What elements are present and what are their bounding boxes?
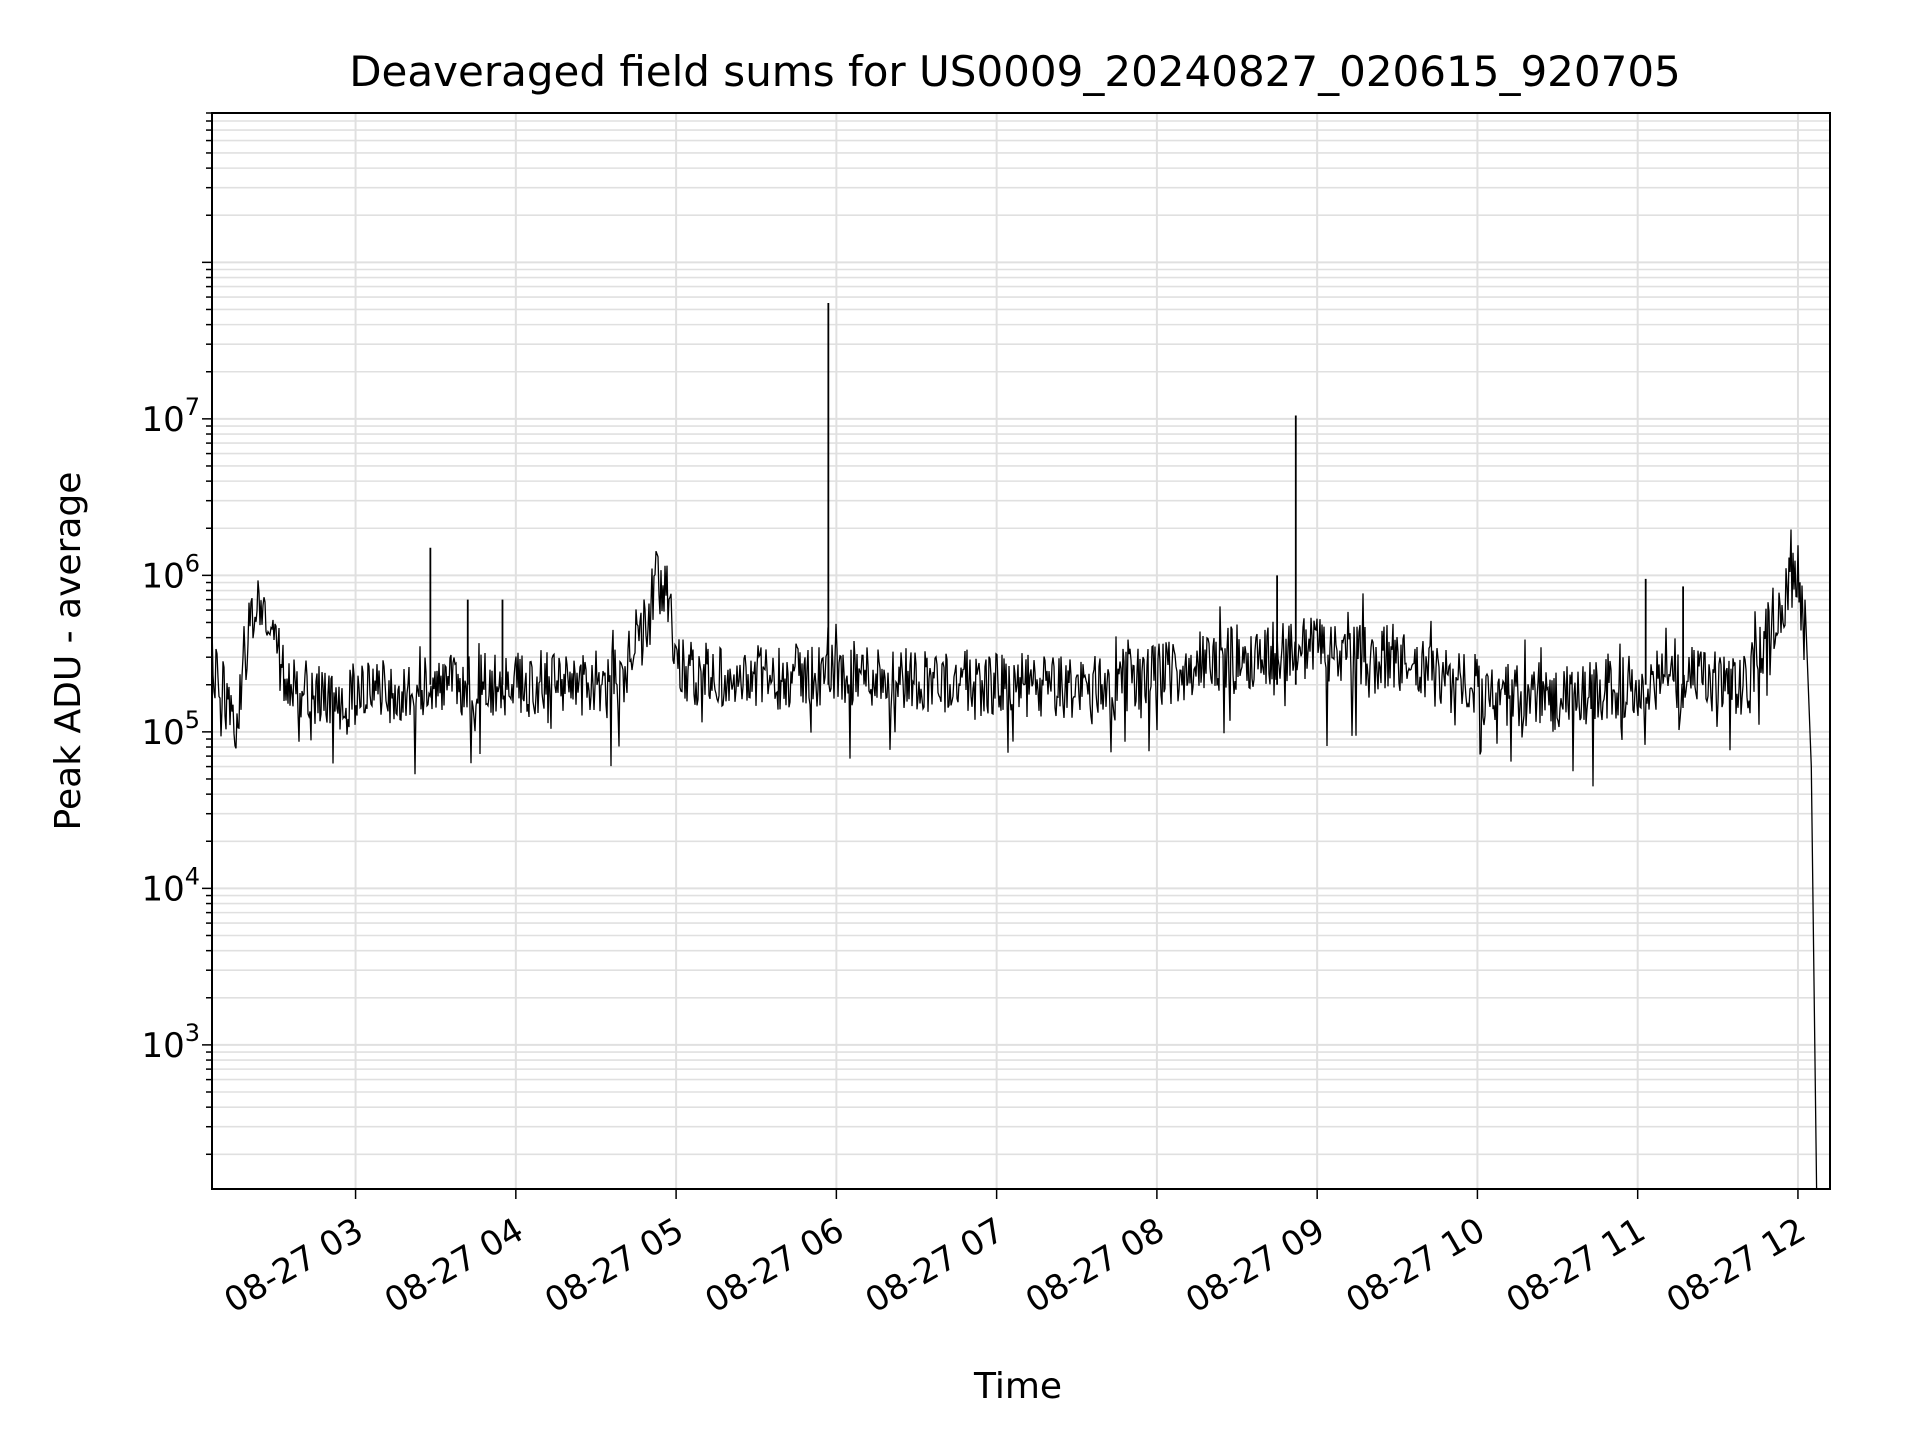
- y-tick-label: 107: [141, 393, 200, 440]
- y-axis-ticks: 103 104 105 106 107: [141, 112, 212, 1156]
- x-axis-label: Time: [973, 1366, 1062, 1407]
- y-tick-label: 104: [141, 862, 200, 909]
- data-series: [211, 302, 1818, 1190]
- plot-frame: [211, 112, 1831, 1190]
- y-tick-label: 103: [141, 1019, 200, 1066]
- chart-title: Deaveraged field sums for US0009_2024082…: [349, 47, 1681, 96]
- series-line: [211, 529, 1818, 1190]
- y-axis-label: Peak ADU - average: [48, 472, 89, 831]
- y-tick-label: 106: [141, 549, 200, 596]
- y-tick-label: 105: [141, 706, 200, 753]
- grid-lines: [212, 112, 1830, 1189]
